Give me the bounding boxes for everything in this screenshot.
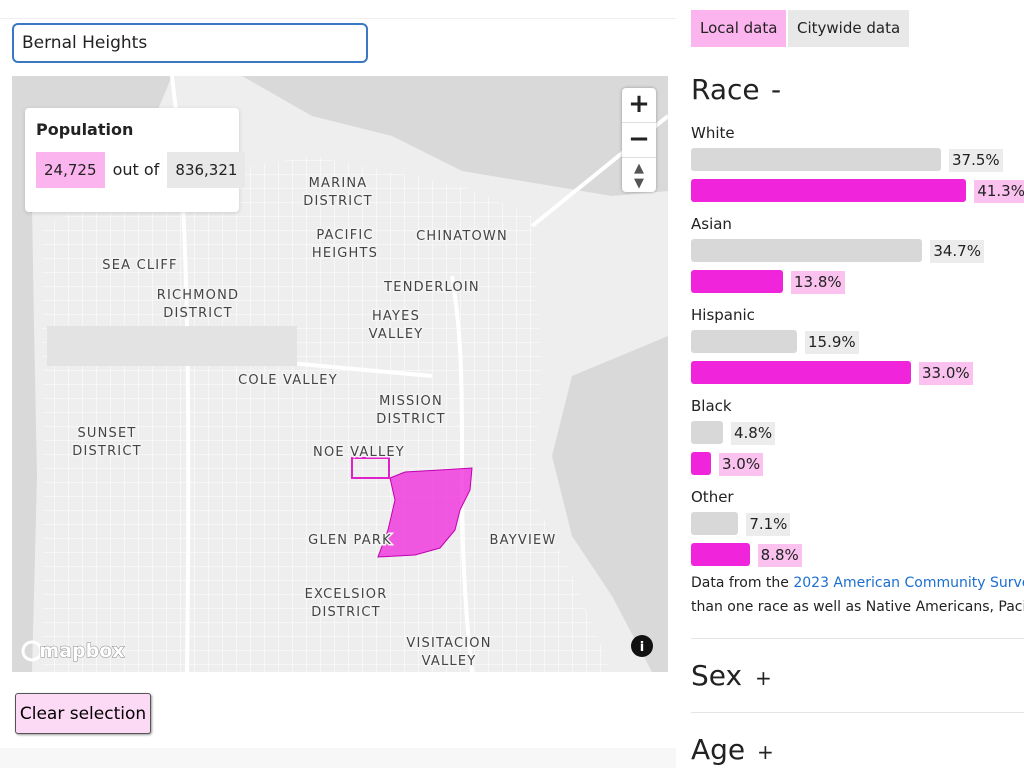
neighborhood-outline[interactable] xyxy=(351,457,390,479)
population-total: 836,321 xyxy=(167,152,246,188)
map-label: DISTRICT xyxy=(376,412,446,427)
search-input[interactable]: Bernal Heights xyxy=(12,23,368,63)
map-label: HAYES xyxy=(372,309,420,324)
population-title: Population xyxy=(36,120,134,139)
group-label: Other xyxy=(691,488,734,506)
group-label: Hispanic xyxy=(691,306,755,324)
map-label: EXCELSIOR xyxy=(305,587,388,602)
map-label: MISSION xyxy=(379,394,443,409)
map-label: NOE VALLEY xyxy=(313,445,405,460)
population-local: 24,725 xyxy=(36,152,105,188)
map-label: BAYVIEW xyxy=(490,533,557,548)
zoom-in[interactable]: + xyxy=(628,89,650,119)
map-label: HEIGHTS xyxy=(312,246,378,261)
map-label: DISTRICT xyxy=(72,444,142,459)
map-label: RICHMOND xyxy=(157,288,240,303)
population-card: Population 24,725 out of 836,321 xyxy=(25,108,246,212)
local-bar[interactable] xyxy=(691,543,750,566)
map-label: COLE VALLEY xyxy=(238,373,338,388)
map-label: PACIFIC xyxy=(316,228,373,243)
footer-strip xyxy=(0,748,676,768)
group-label: Black xyxy=(691,397,732,415)
tab-citywide[interactable]: Citywide data xyxy=(788,10,910,47)
citywide-value: 15.9% xyxy=(805,331,859,354)
local-value: 13.8% xyxy=(791,271,845,294)
zoom-controls: + − ▲ ▼ xyxy=(622,88,656,192)
info-button[interactable] xyxy=(631,635,653,657)
map-label: SUNSET xyxy=(77,426,136,441)
divider xyxy=(622,122,656,123)
group-label: White xyxy=(691,124,735,142)
citywide-bar[interactable] xyxy=(691,512,739,535)
local-value: 41.3% xyxy=(974,180,1024,203)
map-label: VALLEY xyxy=(369,327,424,342)
source-note: Data from the 2023 American Community Su… xyxy=(691,575,1024,591)
section-toggle[interactable]: + xyxy=(755,666,772,690)
citywide-value: 37.5% xyxy=(949,149,1003,172)
zoom-out[interactable]: − xyxy=(628,124,650,154)
local-bar[interactable] xyxy=(691,270,783,293)
info-icon: i xyxy=(640,640,644,655)
highway xyxy=(170,76,668,672)
citywide-bar[interactable] xyxy=(691,239,923,262)
citywide-value: 34.7% xyxy=(930,240,984,263)
map-label: VALLEY xyxy=(422,654,477,669)
local-value: 33.0% xyxy=(919,362,973,385)
map-label: DISTRICT xyxy=(311,605,381,620)
clear-selection-button[interactable]: Clear selection xyxy=(15,693,151,734)
compass[interactable]: ▲ ▼ xyxy=(634,161,644,191)
local-bar[interactable] xyxy=(691,361,911,384)
citywide-value: 4.8% xyxy=(731,422,776,445)
citywide-bar[interactable] xyxy=(691,421,723,444)
mapbox-logo-text: mapbox xyxy=(39,640,124,662)
note-text: Data from the xyxy=(691,575,794,591)
separator xyxy=(691,712,1024,713)
map[interactable]: MARINA DISTRICT PACIFIC HEIGHTS CHINATOWN SEA… xyxy=(12,76,668,672)
citywide-bar[interactable] xyxy=(691,148,941,171)
section-toggle[interactable]: - xyxy=(771,73,782,106)
map-label: MARINA xyxy=(309,176,368,191)
population-connector: out of xyxy=(112,160,160,179)
citywide-bar[interactable] xyxy=(691,330,797,353)
park xyxy=(47,326,297,366)
map-label: CHINATOWN xyxy=(416,229,508,244)
section-toggle[interactable]: + xyxy=(757,740,774,764)
separator xyxy=(691,638,1024,639)
mapbox-logo xyxy=(21,640,43,662)
local-value: 3.0% xyxy=(719,453,764,476)
map-label: GLEN PARK xyxy=(308,533,392,548)
group-label: Asian xyxy=(691,215,732,233)
section-title: Race xyxy=(691,73,760,106)
section-title[interactable]: Sex xyxy=(691,659,743,692)
local-value: 8.8% xyxy=(757,544,802,567)
note-link[interactable]: 2023 American Community Survey xyxy=(793,575,1024,591)
tab-local[interactable]: Local data xyxy=(691,10,787,47)
divider xyxy=(622,157,656,158)
section-title[interactable]: Age xyxy=(691,733,746,766)
top-bar xyxy=(0,0,676,19)
citywide-value: 7.1% xyxy=(746,513,791,536)
map-label: SEA CLIFF xyxy=(102,258,177,273)
local-bar[interactable] xyxy=(691,452,711,475)
population-row: 24,725 out of 836,321 xyxy=(36,152,246,188)
map-canvas: MARINA DISTRICT PACIFIC HEIGHTS CHINATOWN SEA… xyxy=(21,76,668,672)
selected-neighborhood[interactable] xyxy=(377,467,473,558)
map-label: DISTRICT xyxy=(303,194,373,209)
map-label: TENDERLOIN xyxy=(383,280,480,295)
map-label: VISITACION xyxy=(406,636,491,651)
local-bar[interactable] xyxy=(691,179,967,202)
map-label: DISTRICT xyxy=(163,306,233,321)
note-text: than one race as well as Native American… xyxy=(691,599,1024,615)
